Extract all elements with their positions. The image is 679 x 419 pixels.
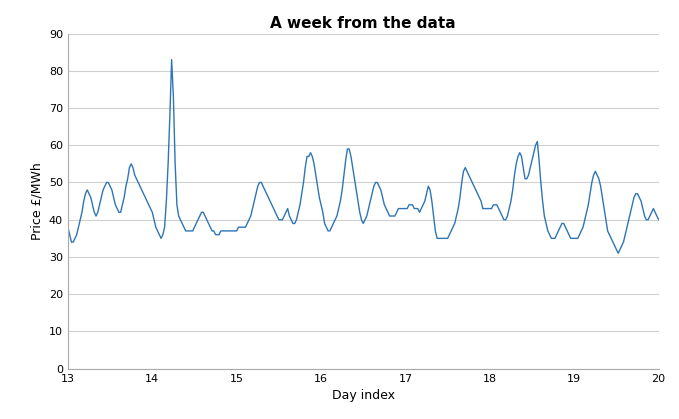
Title: A week from the data: A week from the data (270, 16, 456, 31)
X-axis label: Day index: Day index (332, 389, 394, 402)
Y-axis label: Price £/MWh: Price £/MWh (31, 162, 43, 240)
